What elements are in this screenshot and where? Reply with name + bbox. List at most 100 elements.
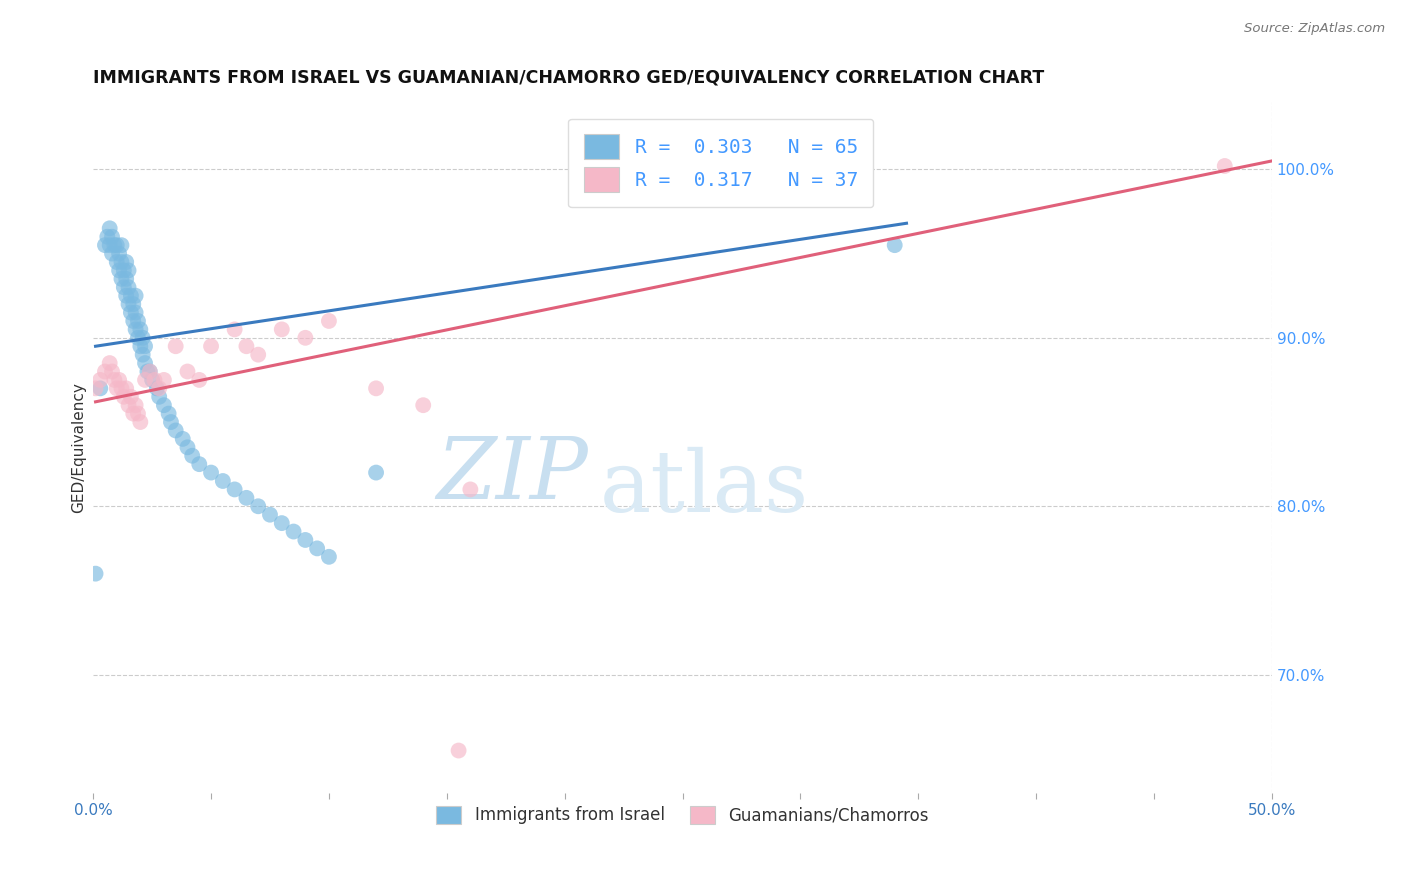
Point: [108, 246, 131, 260]
Point: [115, 288, 138, 302]
Point: [294, 533, 316, 547]
Point: [270, 322, 292, 336]
Point: [235, 339, 257, 353]
Point: [110, 381, 132, 395]
Point: [89, 373, 111, 387]
Point: [98, 356, 121, 370]
Point: [120, 305, 142, 319]
Text: ZIP: ZIP: [436, 434, 588, 516]
Point: [1213, 159, 1236, 173]
Point: [160, 415, 183, 429]
Point: [101, 229, 124, 244]
Point: [94, 238, 117, 252]
Point: [307, 541, 329, 556]
Point: [148, 390, 170, 404]
Point: [105, 381, 128, 395]
Point: [181, 449, 204, 463]
Point: [153, 373, 176, 387]
Point: [143, 373, 166, 387]
Point: [224, 322, 246, 336]
Text: Source: ZipAtlas.com: Source: ZipAtlas.com: [1244, 22, 1385, 36]
Point: [124, 288, 146, 302]
Point: [101, 364, 124, 378]
Point: [134, 373, 156, 387]
Point: [115, 381, 138, 395]
Point: [112, 280, 135, 294]
Point: [108, 373, 131, 387]
Point: [117, 263, 139, 277]
Point: [115, 272, 138, 286]
Point: [172, 432, 194, 446]
Point: [146, 381, 169, 395]
Point: [141, 373, 163, 387]
Text: IMMIGRANTS FROM ISRAEL VS GUAMANIAN/CHAMORRO GED/EQUIVALENCY CORRELATION CHART: IMMIGRANTS FROM ISRAEL VS GUAMANIAN/CHAM…: [93, 69, 1045, 87]
Point: [165, 339, 187, 353]
Point: [259, 508, 281, 522]
Point: [122, 407, 145, 421]
Point: [131, 348, 153, 362]
Point: [883, 238, 905, 252]
Point: [98, 221, 121, 235]
Point: [139, 364, 162, 378]
Y-axis label: GED/Equivalency: GED/Equivalency: [72, 382, 86, 513]
Point: [89, 381, 111, 395]
Point: [127, 314, 149, 328]
Point: [188, 457, 211, 471]
Point: [364, 466, 387, 480]
Point: [211, 474, 233, 488]
Point: [94, 364, 117, 378]
Point: [139, 364, 162, 378]
Point: [283, 524, 305, 539]
Point: [235, 491, 257, 505]
Point: [117, 297, 139, 311]
Point: [157, 407, 180, 421]
Point: [460, 483, 482, 497]
Point: [131, 331, 153, 345]
Point: [165, 424, 187, 438]
Point: [122, 314, 145, 328]
Point: [120, 288, 142, 302]
Point: [318, 549, 340, 564]
Legend: Immigrants from Israel, Guamanians/Chamorros: Immigrants from Israel, Guamanians/Chamo…: [427, 797, 936, 832]
Point: [120, 390, 142, 404]
Point: [117, 398, 139, 412]
Point: [84, 566, 107, 581]
Point: [134, 339, 156, 353]
Point: [148, 381, 170, 395]
Point: [176, 364, 198, 378]
Point: [200, 339, 222, 353]
Point: [122, 297, 145, 311]
Point: [124, 305, 146, 319]
Point: [103, 373, 125, 387]
Point: [188, 373, 211, 387]
Point: [247, 348, 270, 362]
Point: [270, 516, 292, 530]
Point: [176, 440, 198, 454]
Point: [117, 280, 139, 294]
Point: [96, 229, 118, 244]
Point: [101, 246, 124, 260]
Point: [134, 356, 156, 370]
Point: [124, 398, 146, 412]
Point: [412, 398, 434, 412]
Point: [318, 314, 340, 328]
Point: [103, 238, 125, 252]
Point: [110, 255, 132, 269]
Point: [153, 398, 176, 412]
Point: [105, 255, 128, 269]
Point: [364, 381, 387, 395]
Point: [110, 238, 132, 252]
Point: [294, 331, 316, 345]
Point: [124, 322, 146, 336]
Point: [105, 238, 128, 252]
Point: [108, 263, 131, 277]
Point: [84, 381, 107, 395]
Point: [127, 407, 149, 421]
Point: [129, 322, 152, 336]
Point: [129, 415, 152, 429]
Point: [110, 272, 132, 286]
Point: [112, 263, 135, 277]
Text: atlas: atlas: [600, 447, 810, 531]
Point: [224, 483, 246, 497]
Point: [115, 255, 138, 269]
